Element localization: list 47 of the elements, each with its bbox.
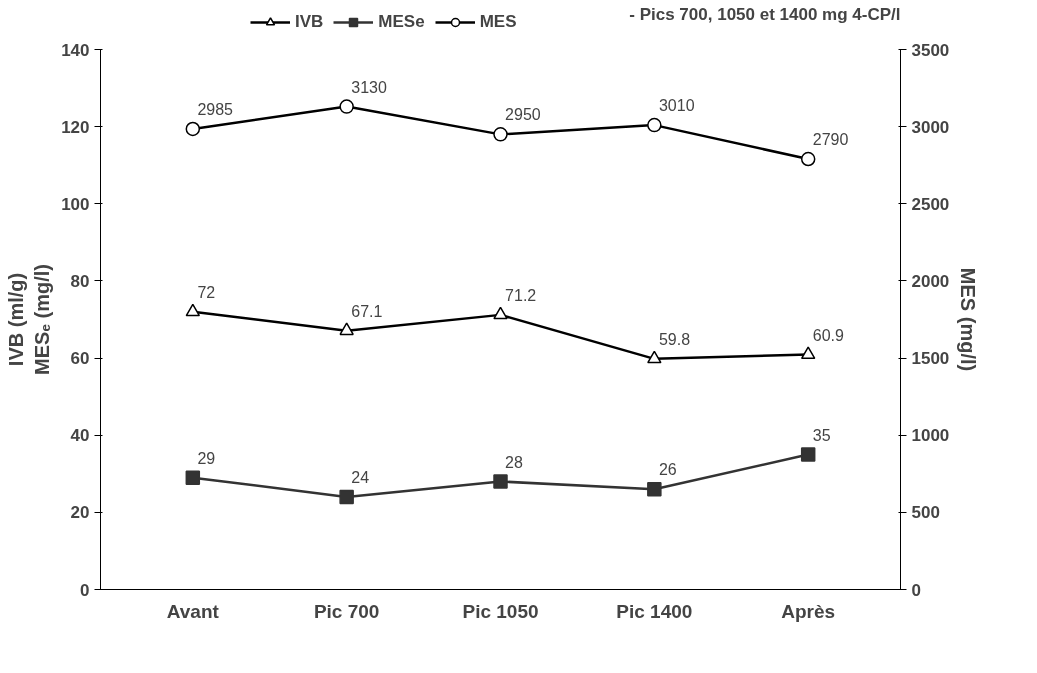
y-tick-label: 140 [61,40,90,60]
data-label: 28 [505,453,524,471]
legend-label: IVB [295,12,324,32]
y2-tick-label: 3500 [911,40,950,60]
data-label: 29 [197,449,216,467]
y2-axis-title: MES (mg/l) [957,267,980,372]
y2-tick-label: 1000 [911,426,950,446]
y-tick-label: 80 [70,271,90,291]
y-tick-label: 40 [70,426,90,446]
y2-tick-label: 1500 [911,349,950,369]
x-tick-label: Pic 700 [313,600,380,622]
point [800,151,816,167]
data-label: 71.2 [505,286,537,304]
y-tick-label: 60 [70,349,90,369]
data-label: 3010 [658,97,695,115]
data-label: 67.1 [351,302,383,320]
y-tick-label: 100 [61,194,90,214]
data-label: 26 [658,461,677,479]
y2-tick-label: 2000 [911,271,950,291]
point [493,127,508,142]
y-tick-label: 0 [80,580,90,600]
x-tick-label: Pic 1050 [462,600,539,622]
legend-label: MES [479,12,517,32]
y2-tick-label: 500 [911,503,940,523]
point [647,117,662,133]
point [185,121,201,137]
y-tick-label: 20 [70,503,90,523]
x-tick-label: Après [781,600,836,622]
data-label: 2985 [197,100,234,118]
data-label: 3130 [351,78,387,96]
data-label: 24 [351,468,370,486]
data-label: 2950 [505,106,541,124]
y2-tick-label: 2500 [911,194,950,214]
y2-tick-label: 3000 [911,117,950,137]
data-label: 72 [197,283,216,301]
data-label: 59.8 [658,330,691,348]
legend-label: MESe [378,12,425,32]
point [339,99,354,114]
y-tick-label: 120 [61,117,90,137]
data-label: 2790 [812,131,849,149]
x-tick-label: Avant [166,600,220,622]
x-tick-label: Pic 1400 [616,600,693,622]
chart-title: - Pics 700, 1050 et 1400 mg 4-CP/l [629,5,901,25]
data-label: 60.9 [812,326,845,344]
y-axis-title: IVB (ml/g) MESₑ (mg/l) [4,264,54,375]
data-label: 35 [812,426,831,444]
y2-tick-label: 0 [911,580,921,600]
